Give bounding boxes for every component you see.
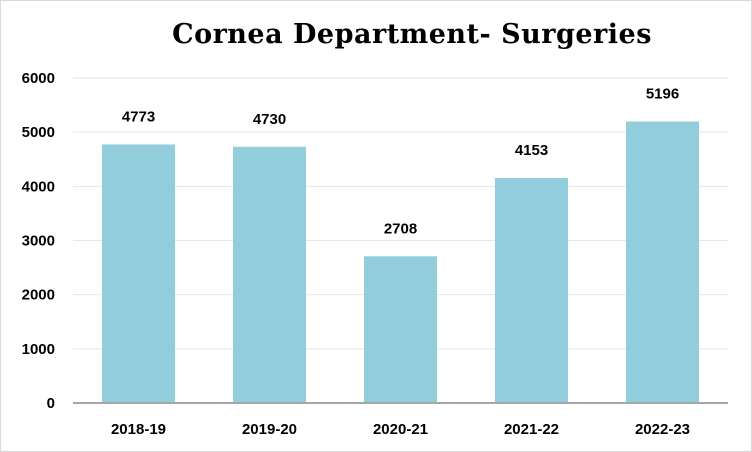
- data-labels: 4773 4730 2708 4153 5196: [122, 86, 679, 238]
- bars: [102, 121, 699, 404]
- data-label: 2708: [384, 220, 417, 237]
- x-axis-ticks: 2018-19 2019-20 2020-21 2021-22 2022-23: [111, 421, 690, 438]
- y-tick-label: 6000: [22, 70, 55, 87]
- x-tick-label: 2018-19: [111, 421, 166, 438]
- data-label: 4773: [122, 108, 155, 125]
- bar: [233, 146, 306, 403]
- chart-title: Cornea Department- Surgeries: [172, 19, 652, 50]
- y-axis-ticks: 0 1000 2000 3000 4000 5000 6000: [22, 70, 55, 412]
- data-label: 5196: [646, 86, 679, 103]
- data-label: 4153: [515, 142, 548, 159]
- bar: [364, 256, 437, 403]
- y-tick-label: 1000: [22, 341, 55, 358]
- bar: [626, 121, 699, 404]
- y-tick-label: 2000: [22, 287, 55, 304]
- y-tick-label: 3000: [22, 233, 55, 250]
- bar: [102, 144, 175, 403]
- data-label: 4730: [253, 111, 286, 128]
- x-tick-label: 2022-23: [635, 421, 690, 438]
- y-tick-label: 0: [47, 395, 55, 412]
- bar: [495, 178, 568, 403]
- y-tick-label: 5000: [22, 124, 55, 141]
- y-tick-label: 4000: [22, 178, 55, 195]
- x-tick-label: 2019-20: [242, 421, 297, 438]
- x-tick-label: 2020-21: [373, 421, 428, 438]
- x-tick-label: 2021-22: [504, 421, 559, 438]
